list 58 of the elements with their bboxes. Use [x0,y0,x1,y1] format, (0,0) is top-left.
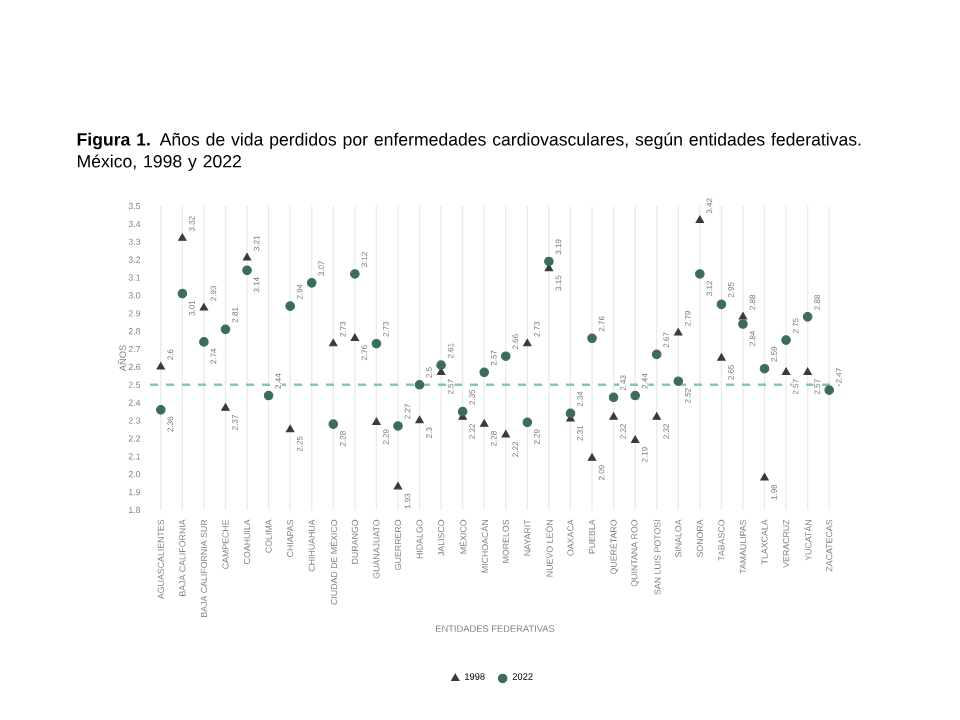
point [479,367,490,378]
chart-title: Figura 1. Años de vida perdidos por enfermedades cardiovasculares, según entidades federativas. México, 1998 y 2022 [77,132,861,171]
point [221,403,230,411]
point [651,349,662,360]
point [156,362,166,370]
point [285,301,295,311]
point [716,299,727,310]
point [199,303,209,311]
point [285,424,295,433]
point [587,333,597,344]
point [220,324,231,335]
point [329,338,338,347]
point [802,312,813,322]
point [501,430,511,438]
point [717,353,726,361]
point [738,312,748,320]
point [609,412,618,420]
point [781,335,791,345]
point [350,269,360,279]
point [415,415,424,424]
point [263,390,274,401]
point [760,472,769,481]
point [479,419,489,427]
point [630,390,640,401]
point [457,406,468,417]
point [242,265,252,276]
point [781,367,791,375]
point [565,408,576,419]
point [824,385,835,395]
point [673,376,684,387]
point [695,215,705,223]
point [155,405,166,415]
point [738,319,748,329]
point [608,392,619,403]
point [522,417,533,428]
point [630,435,640,443]
point [500,351,511,362]
point [328,419,339,429]
point [306,278,317,288]
point [178,233,187,241]
point [414,380,425,390]
point [436,360,446,370]
point [695,269,705,279]
point [371,338,382,349]
point [544,256,554,267]
point [652,412,661,420]
point [350,333,360,341]
point [523,338,532,347]
point [803,367,812,375]
point [199,337,209,347]
point [242,253,252,261]
point [674,328,683,336]
point [587,453,597,461]
point [393,421,403,431]
point [393,481,403,490]
point [177,288,188,299]
point [759,363,770,374]
point [372,417,381,426]
